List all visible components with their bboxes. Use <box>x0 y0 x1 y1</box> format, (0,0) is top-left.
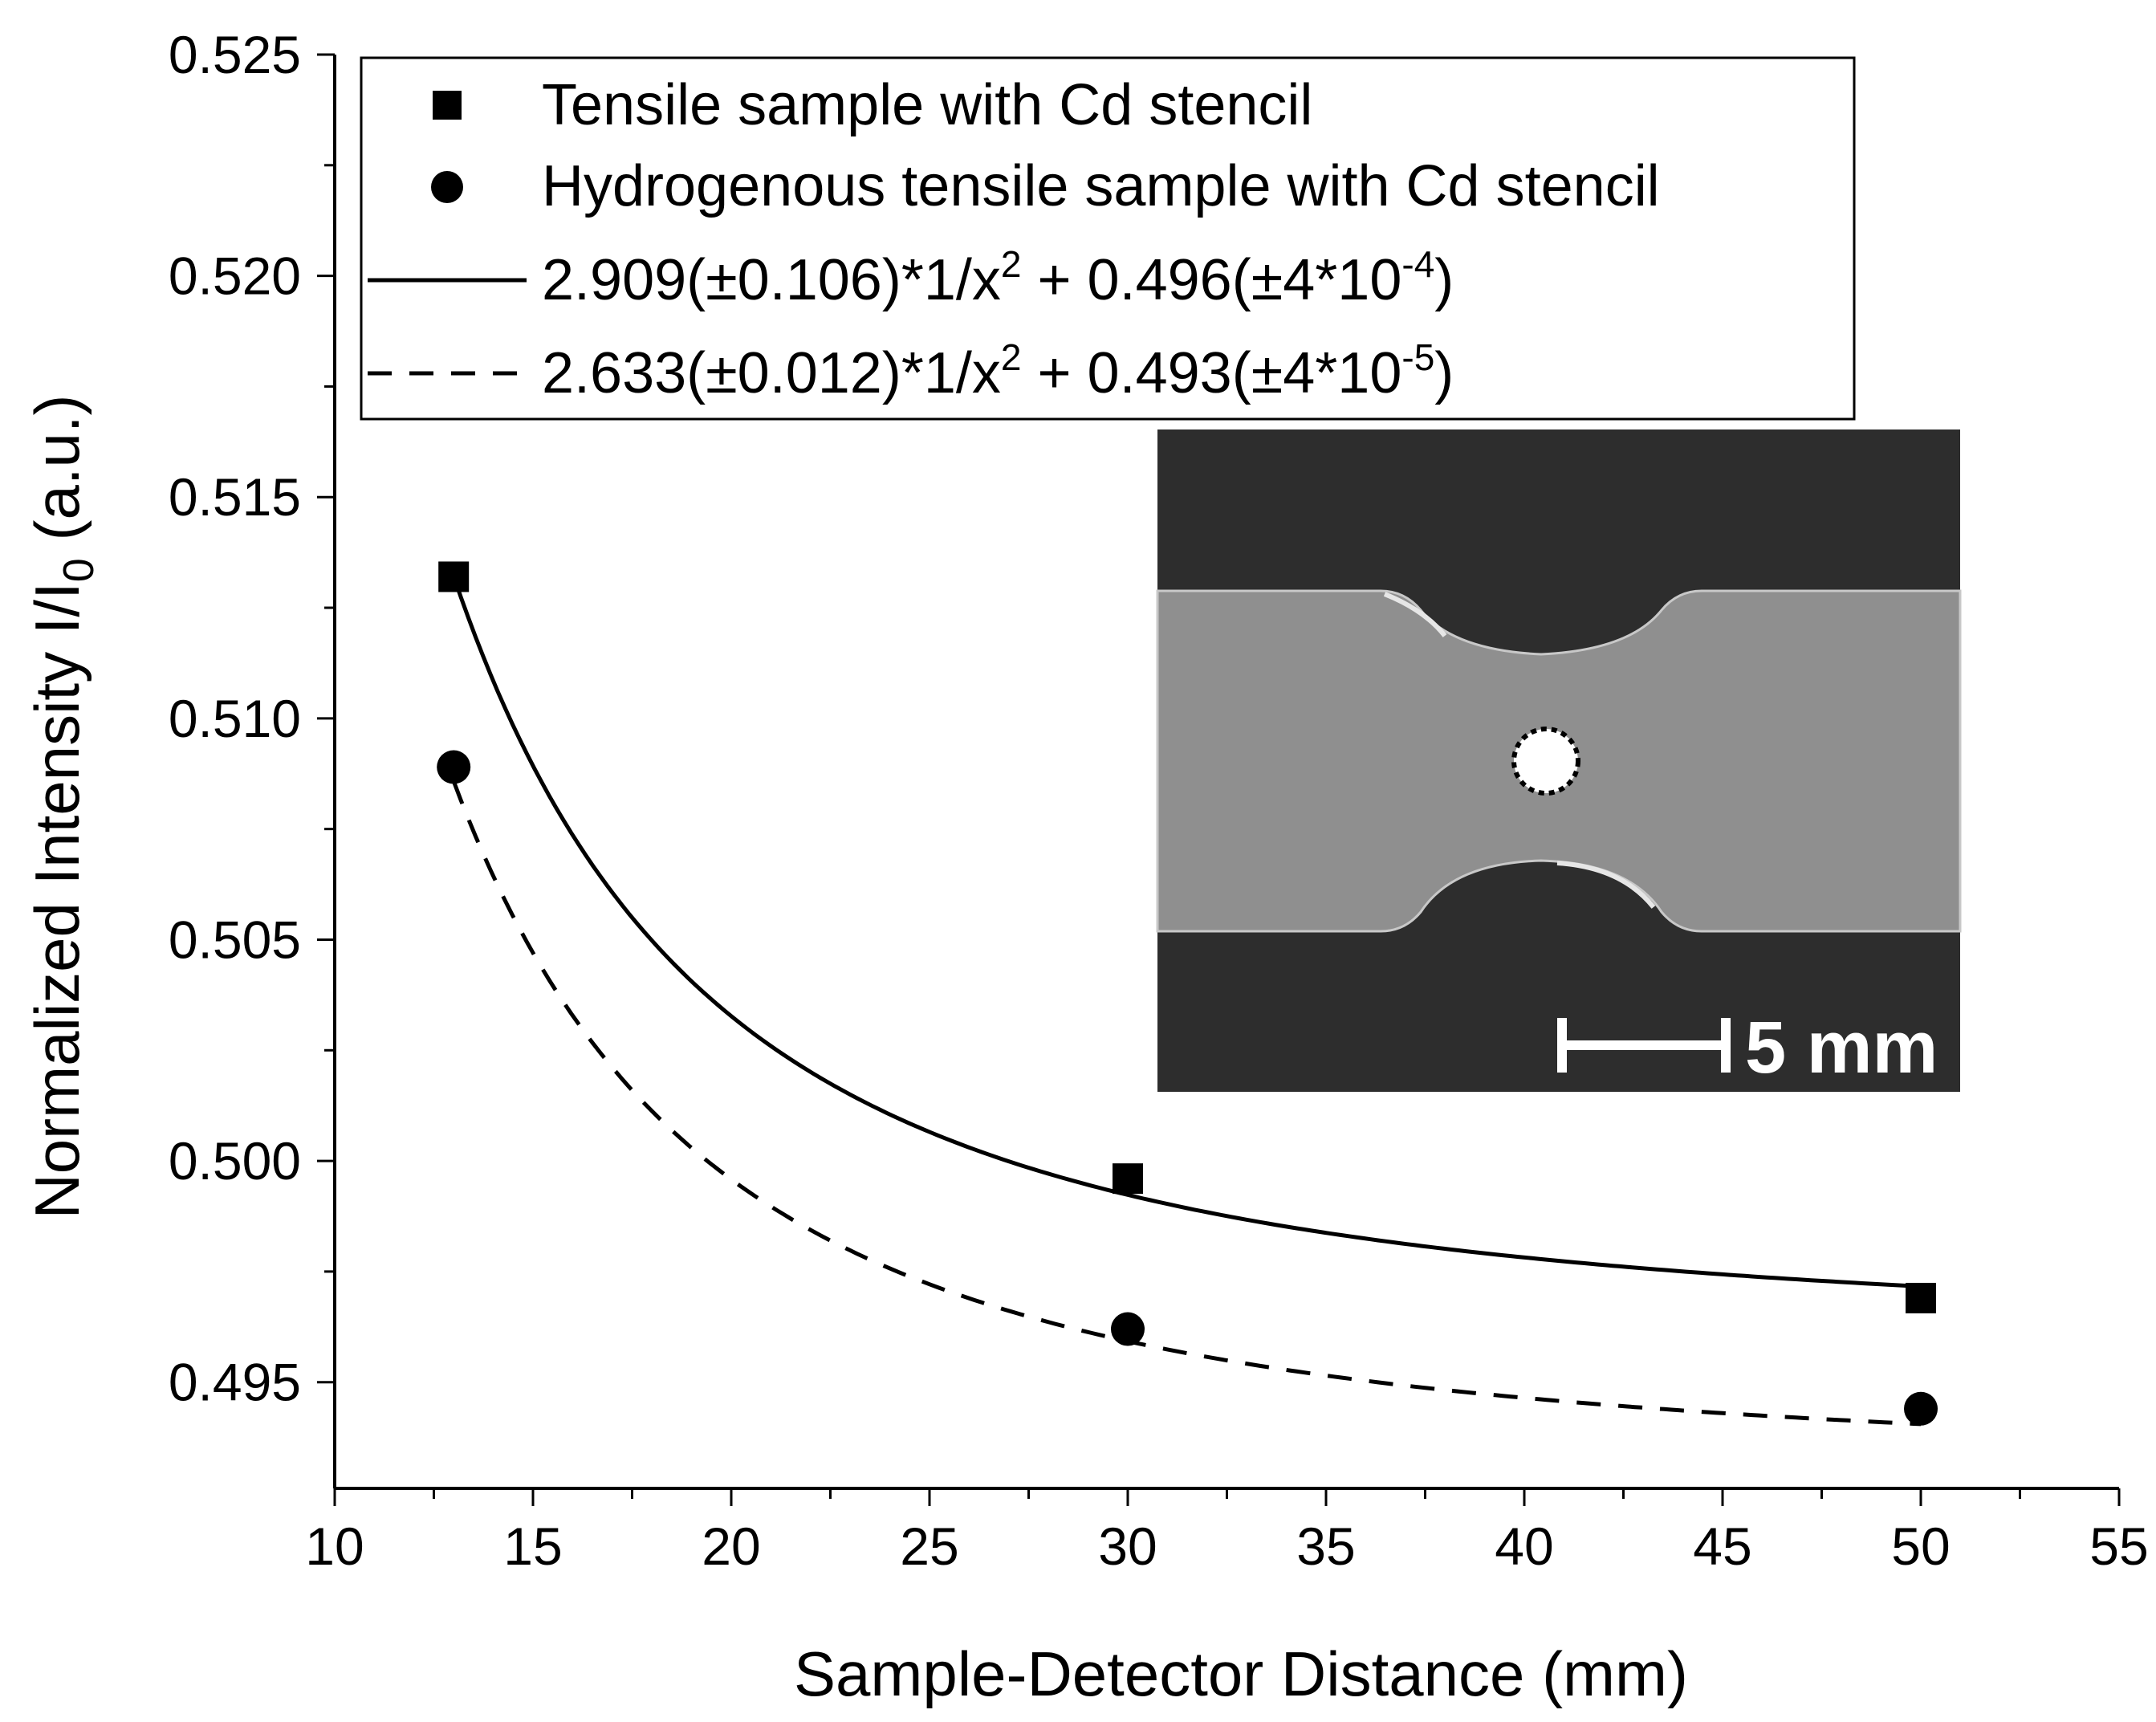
x-tick-label: 15 <box>503 1516 562 1576</box>
y-tick-label: 0.510 <box>169 689 301 748</box>
legend-box <box>360 56 1856 421</box>
data-point-square <box>1113 1163 1143 1195</box>
data-points <box>437 561 1938 1426</box>
data-point-circle <box>437 750 471 784</box>
y-axis-title: Normalized Intensity I/I0 (a.u.) <box>22 394 103 1219</box>
x-axis-title: Sample-Detector Distance (mm) <box>794 1639 1688 1709</box>
y-tick-label: 0.505 <box>169 910 301 969</box>
x-tick-label: 45 <box>1693 1516 1751 1576</box>
y-tick-label: 0.500 <box>169 1131 301 1191</box>
x-tick-label: 40 <box>1495 1516 1553 1576</box>
inset-image: 5 mm <box>1156 429 1962 1092</box>
fit-curve-dashed <box>451 780 1922 1427</box>
x-tick-label: 10 <box>305 1516 364 1576</box>
scale-bar-label: 5 mm <box>1745 1007 1938 1089</box>
x-tick-label: 25 <box>900 1516 958 1576</box>
data-point-circle <box>1904 1391 1938 1426</box>
ticks <box>317 53 2121 1506</box>
x-tick-label: 50 <box>1891 1516 1950 1576</box>
fit-curve-solid <box>451 575 1922 1288</box>
fit-curves <box>451 575 1922 1427</box>
sample-edge-highlight-bottom <box>1556 861 1656 909</box>
x-tick-label: 35 <box>1296 1516 1355 1576</box>
y-tick-label: 0.495 <box>169 1353 301 1412</box>
data-point-square <box>438 561 470 592</box>
legend-label-fit-2: 2.633(±0.012)*1/x2 + 0.493(±4*10-5) <box>542 336 1454 405</box>
y-tick-labels: 0.495 0.500 0.505 0.510 0.515 0.520 0.525 <box>169 25 301 1412</box>
legend-circle-marker <box>431 171 463 203</box>
y-tick-label: 0.520 <box>169 246 301 306</box>
beam-spot-circle <box>1511 727 1580 796</box>
x-tick-labels: 10 15 20 25 30 35 40 45 50 55 <box>305 1516 2148 1576</box>
legend-square-marker <box>433 91 462 120</box>
legend: Tensile sample with Cd stencil Hydrogeno… <box>360 56 1856 421</box>
data-point-circle <box>1111 1312 1145 1346</box>
x-tick-label: 20 <box>702 1516 760 1576</box>
x-tick-label: 55 <box>2089 1516 2148 1576</box>
x-tick-label: 30 <box>1098 1516 1157 1576</box>
sample-edge-highlight-top <box>1383 592 1447 637</box>
data-point-square <box>1906 1282 1936 1313</box>
y-tick-label: 0.525 <box>169 25 301 84</box>
y-tick-label: 0.515 <box>169 467 301 527</box>
legend-label-fit-1: 2.909(±0.106)*1/x2 + 0.496(±4*10-4) <box>542 243 1454 312</box>
legend-label-series-1: Tensile sample with Cd stencil <box>542 73 1312 137</box>
legend-label-series-2: Hydrogenous tensile sample with Cd stenc… <box>542 154 1660 218</box>
